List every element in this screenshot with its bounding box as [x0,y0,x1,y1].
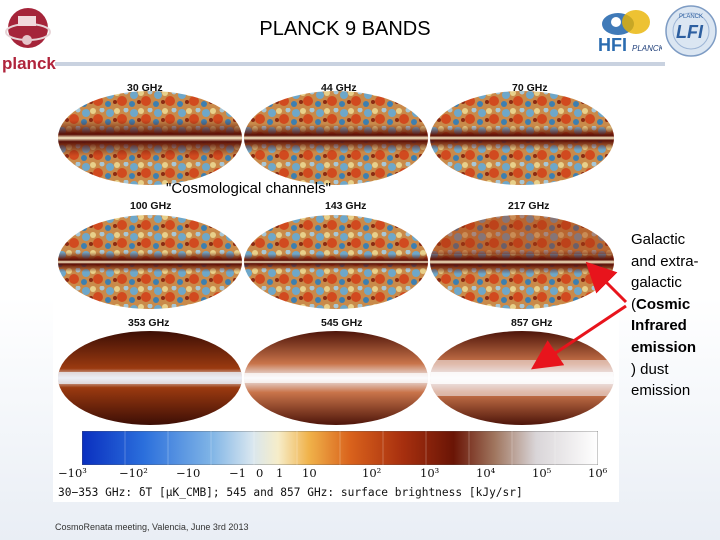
hfi-icon: HFI PLANCK [598,10,665,55]
planck-maps-figure: 30 GHz 44 GHz 70 GHz 100 GHz 143 GHz 217… [53,72,619,502]
lfi-logo: LFI PLANCK [664,4,718,60]
annotation-line: and extra- [631,252,699,270]
map-100ghz [58,215,242,309]
band-label-30ghz: 30 GHz [127,82,163,94]
map-44ghz [244,91,428,185]
annotation-line-bold: (Cosmic [631,295,691,313]
annotation-line: emission [631,382,691,400]
colorbar-tick: −1 [229,466,246,480]
band-label-143ghz: 143 GHz [325,200,367,212]
lfi-logo-subtext: PLANCK [679,14,703,20]
annotation-bold-text: Cosmic [636,295,691,313]
colorbar-tick: 10⁴ [476,466,496,480]
colorbar-tick: 10⁵ [532,466,552,480]
lfi-logo-text: LFI [676,22,704,42]
colorbar-tick: 0 [256,466,264,480]
colorbar-tick: 10 [302,466,317,480]
map-353ghz [58,331,242,425]
hfi-logo-subtext: PLANCK [632,44,662,53]
map-217ghz [430,215,614,309]
annotation-line-bold: emission [631,338,697,356]
band-label-545ghz: 545 GHz [321,317,363,329]
band-label-217ghz: 217 GHz [508,200,550,212]
planck-satellite-icon: planck [2,8,56,73]
map-70ghz [430,91,614,185]
map-857ghz [430,331,614,425]
lfi-icon: LFI PLANCK [665,5,717,57]
colorbar-tick: 10⁶ [588,466,608,480]
hfi-logo: HFI PLANCK [596,4,665,56]
planck-logo-text: planck [2,54,56,73]
annotation-line-bold: Infrared [631,317,687,335]
band-label-44ghz: 44 GHz [321,82,357,94]
map-30ghz [58,91,242,185]
band-label-857ghz: 857 GHz [511,317,553,329]
dust-emission-annotation: Galactic and extra- galactic (Cosmic Inf… [631,229,715,402]
planck-logo: planck [0,2,60,74]
band-label-353ghz: 353 GHz [128,317,170,329]
colorbar-tick: −10³ [58,466,87,480]
hfi-logo-text: HFI [598,35,627,55]
footer-text: CosmoRenata meeting, Valencia, June 3rd … [55,522,249,532]
colorbar-tick: 10³ [420,466,440,480]
colorbar-tick: 1 [276,466,284,480]
sky-maps-svg [58,91,614,425]
colorbar-tick: −10 [176,466,201,480]
title-divider [55,62,665,66]
cosmological-channels-label: "Cosmological channels" [166,180,331,197]
colorbar-tick: −10² [119,466,148,480]
colorbar [82,431,598,465]
band-label-70ghz: 70 GHz [512,82,548,94]
colorbar-caption: 30−353 GHz: δT [μK_CMB]; 545 and 857 GHz… [58,486,523,499]
annotation-line: galactic [631,274,682,292]
colorbar-tick: 10² [362,466,382,480]
slide-title: PLANCK 9 BANDS [259,18,431,40]
annotation-line: Galactic [631,231,686,248]
band-label-100ghz: 100 GHz [130,200,172,212]
map-143ghz [244,215,428,309]
map-545ghz [244,331,428,425]
annotation-line: ) dust [631,360,669,378]
